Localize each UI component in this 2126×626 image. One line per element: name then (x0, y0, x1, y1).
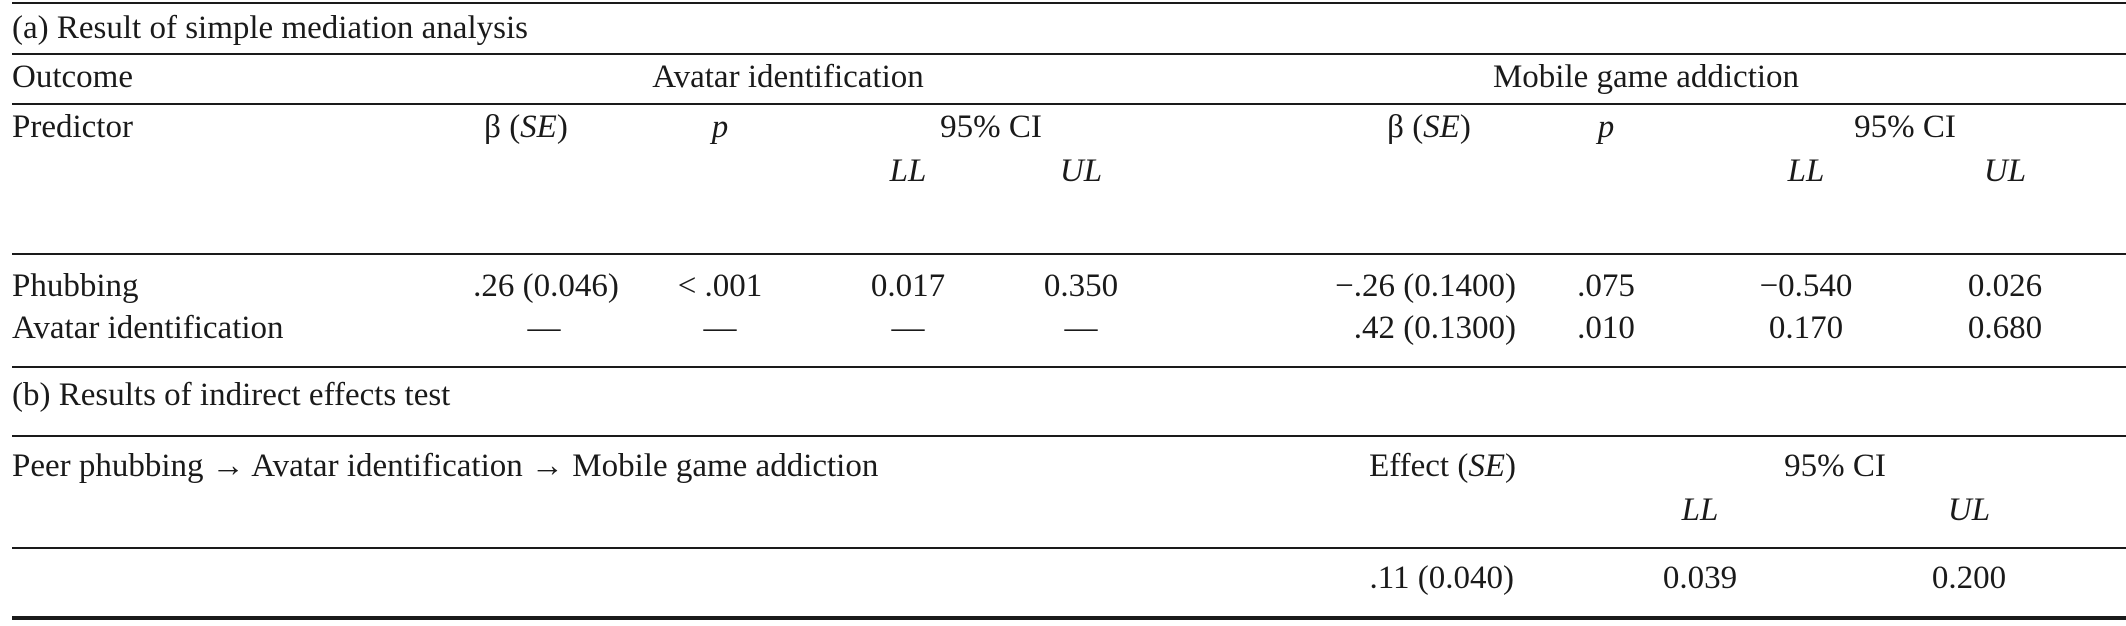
rule-below-indirect-header (12, 547, 2126, 549)
ai-ll-header: LL (889, 153, 927, 189)
table-bottom-rule (12, 616, 2126, 620)
table-cell: 0.017 (870, 268, 946, 304)
table-top-rule (12, 2, 2126, 4)
table-cell: .42 (0.1300) (1353, 310, 1516, 346)
table-cell: — (891, 310, 925, 346)
table-cell: .26 (0.046) (473, 268, 619, 304)
effect-label: Effect ( (1369, 448, 1469, 484)
rule-below-outcome (12, 103, 2126, 105)
close-paren: ) (1505, 448, 1516, 484)
table-cell: −0.540 (1759, 268, 1853, 304)
rule-below-caption-b (12, 435, 2126, 437)
se-label: SE (520, 109, 557, 145)
rule-below-predictor-header (12, 253, 2126, 255)
table-cell: 0.170 (1768, 310, 1844, 346)
table-cell: < .001 (677, 268, 763, 304)
mga-ll-header: LL (1787, 153, 1825, 189)
close-paren: ) (556, 109, 568, 145)
predictor-label: Predictor (12, 109, 133, 145)
indirect-ul-value: 0.200 (1931, 560, 2007, 596)
mga-beta-header: β (SE) (1387, 107, 1471, 147)
table-cell: .010 (1577, 310, 1635, 346)
outcome-avatar-identification: Avatar identification (652, 59, 924, 95)
indirect-ci-header: 95% CI (1784, 448, 1886, 484)
table-cell: .075 (1577, 268, 1635, 304)
se-label: SE (1423, 109, 1460, 145)
table-row-avatar-predictor: Avatar identification (12, 310, 284, 346)
table-cell: 0.026 (1967, 268, 2043, 304)
outcome-mobile-game-addiction: Mobile game addiction (1492, 59, 1800, 95)
section-a-caption: (a) Result of simple mediation analysis (12, 10, 528, 46)
table-row-phubbing-predictor: Phubbing (12, 268, 139, 304)
table-cell: — (703, 310, 737, 346)
indirect-ul-header: UL (1947, 492, 1991, 528)
table-cell: −.26 (0.1400) (1335, 268, 1516, 304)
ai-ul-header: UL (1059, 153, 1103, 189)
table-cell: 0.350 (1043, 268, 1119, 304)
close-paren: ) (1459, 109, 1471, 145)
rule-below-caption-a (12, 53, 2126, 55)
mga-ci-header: 95% CI (1854, 109, 1956, 145)
indirect-path-label: Peer phubbing → Avatar identification → … (12, 448, 879, 484)
effect-header: Effect (SE) (1369, 446, 1516, 486)
indirect-ll-header: LL (1681, 492, 1719, 528)
indirect-ll-value: 0.039 (1662, 560, 1738, 596)
table-cell: 0.680 (1967, 310, 2043, 346)
ai-beta-header: β (SE) (484, 107, 568, 147)
outcome-label: Outcome (12, 59, 133, 95)
mga-ul-header: UL (1983, 153, 2027, 189)
se-label: SE (1468, 448, 1505, 484)
table-cell: — (527, 310, 561, 346)
ai-ci-header: 95% CI (940, 109, 1042, 145)
rule-end-section-a (12, 366, 2126, 368)
ai-p-header: p (711, 109, 729, 145)
indirect-effect-value: .11 (0.040) (1369, 560, 1514, 596)
beta-symbol: β ( (484, 109, 521, 145)
table-cell: — (1064, 310, 1098, 346)
section-b-caption: (b) Results of indirect effects test (12, 377, 451, 413)
mga-p-header: p (1597, 109, 1615, 145)
beta-symbol: β ( (1387, 109, 1424, 145)
